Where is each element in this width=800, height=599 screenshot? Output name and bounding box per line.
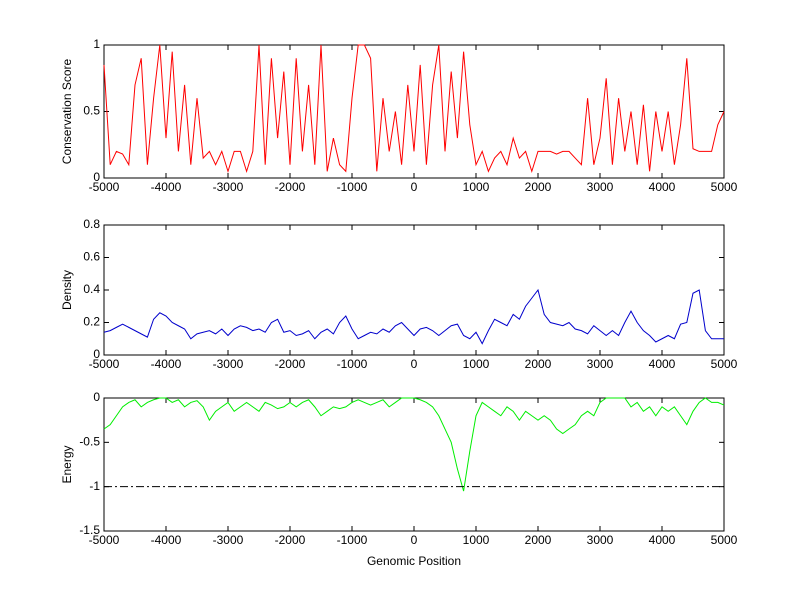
x-axis-label: Genomic Position [367,554,461,568]
x-tick-label: -3000 [213,357,244,371]
x-tick-label: 0 [411,533,418,547]
x-tick-label: -4000 [151,180,182,194]
y-axis-label: Density [60,270,74,310]
x-tick-label: 5000 [711,533,738,547]
x-tick-label: -2000 [275,533,306,547]
x-tick-label: 5000 [711,180,738,194]
x-tick-label: 2000 [525,180,552,194]
x-tick-label: -3000 [213,533,244,547]
y-axis-label: Conservation Score [60,58,74,164]
y-tick-label: 0.5 [83,104,100,118]
y-tick-label: -1.5 [79,523,100,537]
x-tick-label: -1000 [337,357,368,371]
x-tick-label: 4000 [649,180,676,194]
x-tick-label: 3000 [587,357,614,371]
x-tick-label: 3000 [587,533,614,547]
x-tick-label: -1000 [337,180,368,194]
x-tick-label: 2000 [525,533,552,547]
y-tick-label: 1 [93,37,100,51]
y-tick-label: -0.5 [79,435,100,449]
data-line [103,44,725,174]
axes-box [103,397,725,532]
data-line [103,288,724,345]
x-tick-label: -5000 [89,357,120,371]
x-tick-label: -2000 [275,357,306,371]
axes-box [103,44,725,179]
x-tick-label: -4000 [151,357,182,371]
x-tick-label: 1000 [463,180,490,194]
x-tick-label: -3000 [213,180,244,194]
x-tick-label: -1000 [337,533,368,547]
x-tick-label: 0 [411,357,418,371]
y-tick-label: 0.4 [83,282,100,296]
x-tick-label: 0 [411,180,418,194]
y-tick-label: 0 [93,390,100,404]
x-tick-label: 1000 [463,533,490,547]
y-tick-label: 0.2 [83,315,100,329]
x-tick-label: 4000 [649,533,676,547]
x-tick-label: -5000 [89,533,120,547]
x-tick-label: 5000 [711,357,738,371]
y-tick-label: 0 [93,347,100,361]
y-axis-label: Energy [60,445,74,483]
y-tick-label: 0.8 [83,217,100,231]
y-tick-label: -1 [89,479,100,493]
x-tick-label: -2000 [275,180,306,194]
x-tick-label: 2000 [525,357,552,371]
x-tick-label: -4000 [151,533,182,547]
y-tick-label: 0 [93,170,100,184]
data-line [103,397,725,492]
x-tick-label: 4000 [649,357,676,371]
y-tick-label: 0.6 [83,250,100,264]
x-tick-label: 1000 [463,357,490,371]
x-tick-label: -5000 [89,180,120,194]
x-tick-label: 3000 [587,180,614,194]
